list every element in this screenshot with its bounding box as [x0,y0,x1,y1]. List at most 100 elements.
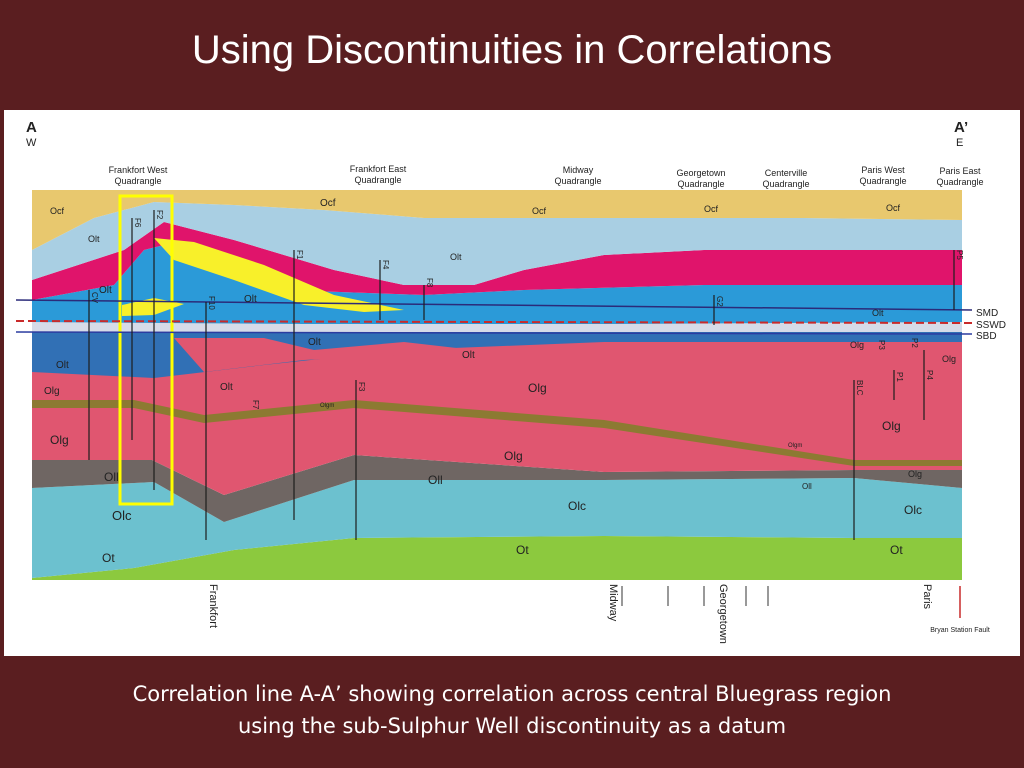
well-label: P3 [877,340,886,350]
town-label-midway: Midway [607,584,619,622]
section-start-direction: W [26,137,37,149]
unit-ot-label: Ot [516,543,529,557]
well-label: P4 [925,370,934,380]
well-label: P1 [895,372,904,382]
well-label: P5 [955,250,964,260]
cross-section-panel: A W A’ E Frankfort West Quadrangle Frank… [4,110,1020,656]
datum-label-smd: SMD [976,308,998,319]
section-end-label: A’ [954,119,968,136]
well-label: F10 [207,296,216,310]
quad-label: Paris East [939,166,981,176]
unit-olt-label: Olt [308,337,321,348]
unit-olg-label: Olg [44,386,60,397]
well-label: BLC [855,380,864,396]
quad-label: Quadrangle [936,177,983,187]
town-label-frankfort: Frankfort [207,584,219,628]
town-label-georgetown: Georgetown [717,584,729,644]
olg-wedge [174,338,474,372]
ot-layer [32,536,962,580]
quad-label: Quadrangle [677,179,724,189]
olt-blue-layer [32,245,962,324]
highlight-box [118,194,174,506]
unit-olc-label: Olc [904,503,922,517]
section-start-label: A [26,119,37,136]
unit-ocf-label: Ocf [50,206,65,216]
well-label: F7 [251,400,260,410]
unit-ocf-label: Ocf [704,204,719,214]
yellow-lens-1 [154,238,404,312]
unit-olc-label: Olc [112,508,132,523]
quad-label: Quadrangle [859,176,906,186]
quad-label: Paris West [861,165,905,175]
unit-ocf-label: Ocf [320,198,336,209]
caption-line-2: using the sub-Sulphur Well discontinuity… [237,714,787,738]
quad-label: Quadrangle [762,179,809,189]
quad-label: Frankfort East [350,164,407,174]
well-label: F4 [381,260,390,270]
unit-olt-label: Olt [88,234,100,244]
quad-label: Quadrangle [354,175,401,185]
well-label: F6 [133,218,142,228]
unit-olt-label: Olt [872,308,884,318]
slide-caption: Correlation line A-A’ showing correlatio… [0,678,1024,742]
unit-oll-label: Oll [802,482,812,491]
unit-olg-label: Olg [850,340,864,350]
quad-label: Centerville [765,168,808,178]
town-label-paris: Paris [921,584,933,610]
sbd-line [15,331,973,335]
unit-ocf-label: Ocf [886,203,901,213]
slide-title: Using Discontinuities in Correlations [191,28,833,72]
fault-label: Bryan Station Fault [930,627,990,634]
quad-label: Midway [563,165,594,175]
unit-olg-label: Olg [908,469,922,479]
well-label: P2 [910,338,919,348]
ocf-layer [32,190,962,250]
quad-label: Quadrangle [114,176,161,186]
olt-light-layer [32,202,962,285]
unit-olg-label: Olg [528,381,547,395]
quad-label: Frankfort West [109,165,168,175]
well-labels: F6 F2 F1 F4 F8 F10 F3 F7 CV G2 BLC P5 P1… [90,210,964,410]
unit-olc-label: Olc [568,499,586,513]
unit-olg-label: Olg [50,433,69,447]
unit-olt-label: Olt [99,285,112,296]
caption-line-1: Correlation line A-A’ showing correlatio… [132,682,892,706]
unit-olgm-label: Olgm [320,403,334,409]
oll-layer [32,455,962,522]
well-label: F8 [425,278,434,288]
unit-olg-label: Olg [504,449,523,463]
sswd-line [15,320,973,324]
quad-label: Quadrangle [554,176,601,186]
unit-olg-label: Olg [882,419,901,433]
datum-label-sswd: SSWD [976,320,1006,331]
well-lines [88,210,955,540]
unit-olt-label: Olt [462,350,475,361]
well-label: F3 [357,382,366,392]
quad-label: Georgetown [676,168,725,178]
smd-line [15,299,973,311]
town-markers [621,586,769,606]
well-label: G2 [715,296,724,307]
olc-layer [32,478,962,578]
town-labels: Frankfort Midway Georgetown Paris [207,584,933,644]
unit-ot-label: Ot [890,543,903,557]
yellow-lens-2 [122,298,184,316]
cross-section-diagram: A W A’ E Frankfort West Quadrangle Frank… [15,119,1006,644]
unit-ot-label: Ot [102,551,115,565]
datum-labels: SMD SSWD SBD [976,308,1006,342]
unit-oll-label: Oll [428,473,443,487]
quadrangle-labels: Frankfort West Quadrangle Frankfort East… [109,164,984,189]
unit-oll-label: Oll [104,470,119,484]
unit-olt-label: Olt [244,294,257,305]
unit-olt-label: Olt [450,252,462,262]
unit-olg-label: Olg [942,354,956,364]
unit-olgm-label: Olgm [788,443,802,449]
section-end-direction: E [956,137,963,149]
well-label: F2 [155,210,164,220]
datum-label-sbd: SBD [976,331,997,342]
unit-labels: Ocf Ocf Ocf Ocf Ocf Olt Olt Olt Olt Olt … [44,198,956,565]
unit-olt-label: Olt [56,360,69,371]
well-label: CV [90,292,99,304]
unit-ocf-label: Ocf [532,206,547,216]
unit-olt-label: Olt [220,382,233,393]
